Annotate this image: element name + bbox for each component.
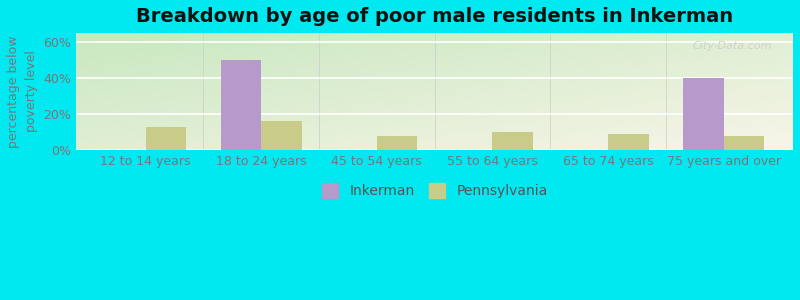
Bar: [262, 121, 302, 150]
Bar: [608, 134, 649, 150]
Text: City-Data.com: City-Data.com: [692, 41, 771, 51]
Title: Breakdown by age of poor male residents in Inkerman: Breakdown by age of poor male residents …: [136, 7, 734, 26]
Bar: [683, 78, 724, 150]
Bar: [493, 132, 533, 150]
Y-axis label: percentage below
poverty level: percentage below poverty level: [7, 35, 38, 148]
Bar: [221, 60, 262, 150]
Bar: [724, 136, 764, 150]
Legend: Inkerman, Pennsylvania: Inkerman, Pennsylvania: [316, 178, 553, 204]
Bar: [146, 127, 186, 150]
Bar: [377, 136, 418, 150]
